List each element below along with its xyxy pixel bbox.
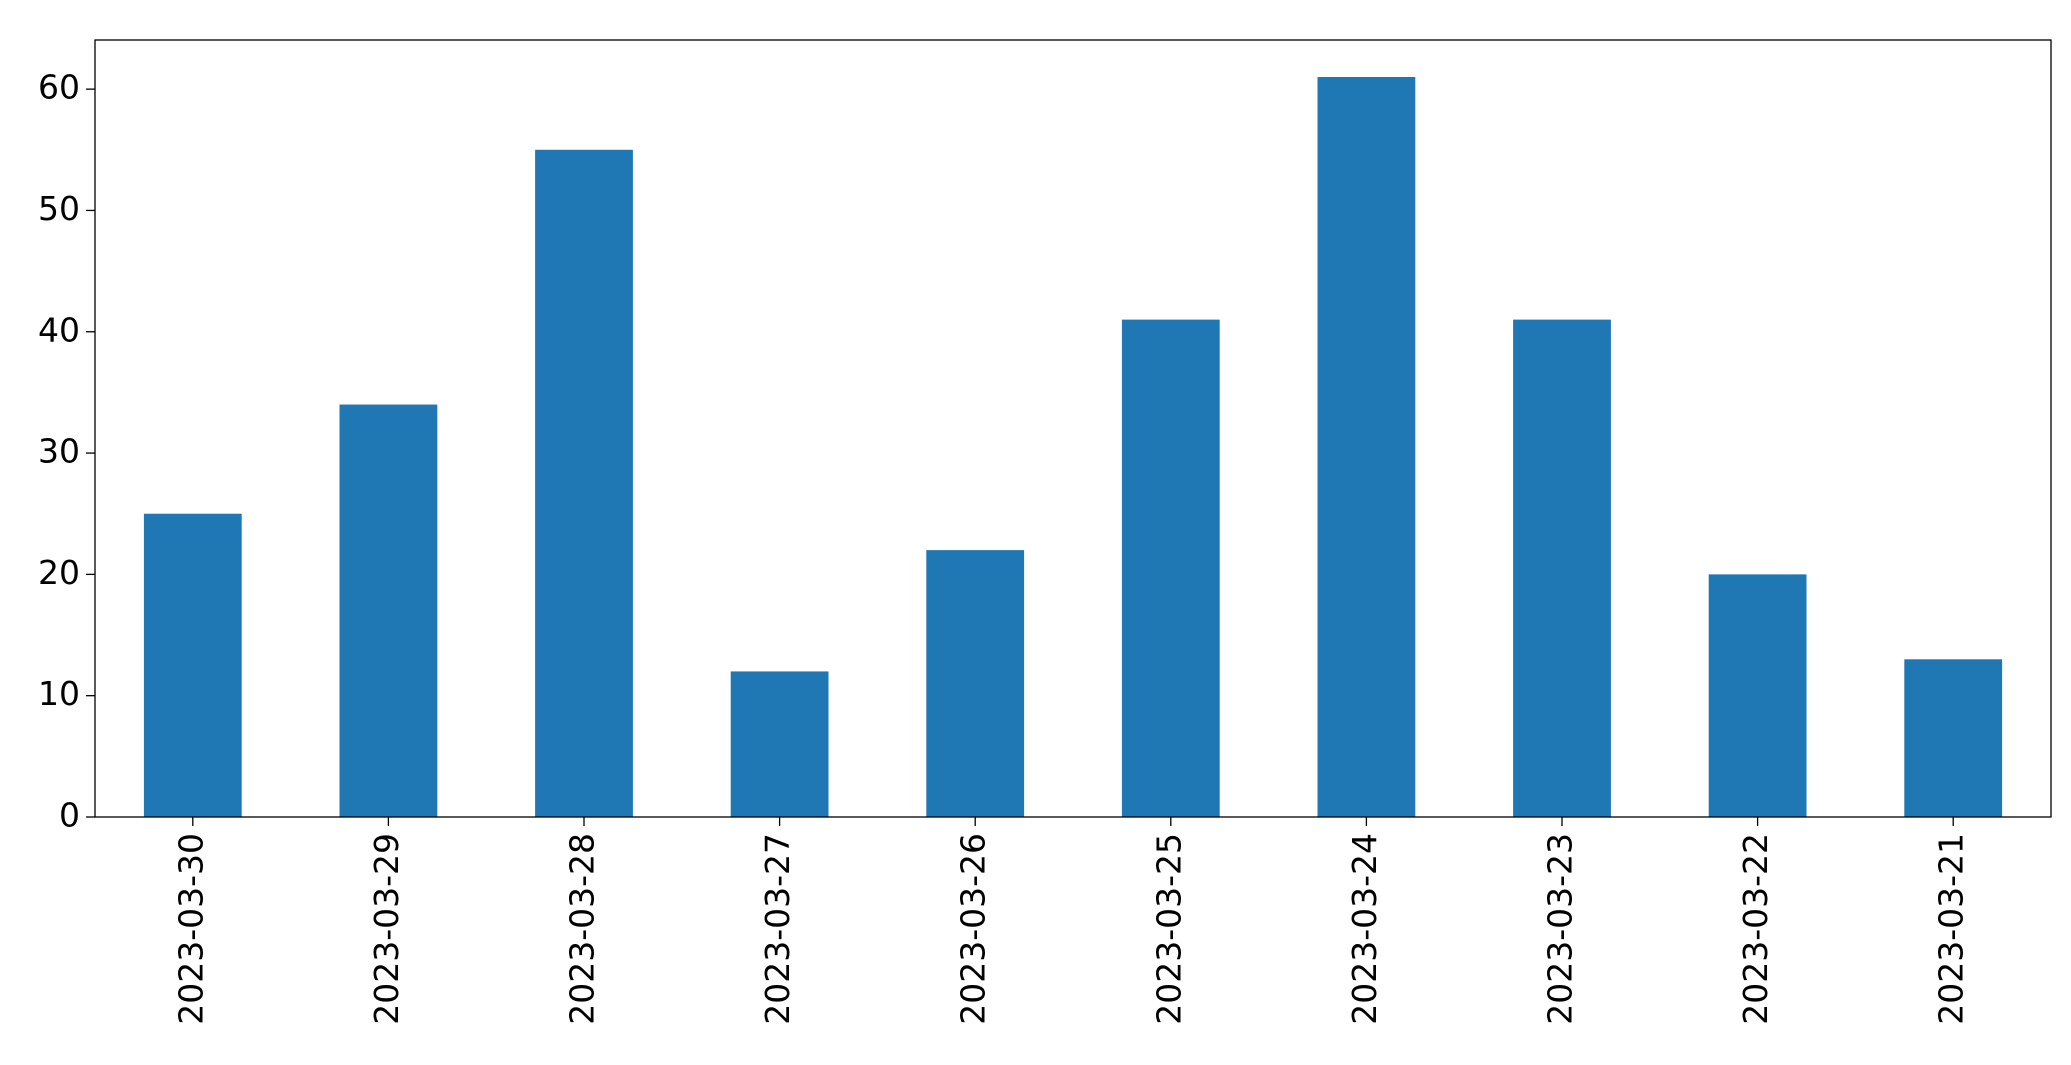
bar [143,513,242,817]
x-tick-label: 2023-03-29 [367,833,406,1025]
y-tick-label: 10 [38,674,80,713]
bar [1317,77,1416,817]
bar [1513,319,1611,817]
bar [730,671,829,817]
x-tick-label: 2023-03-21 [1932,833,1971,1025]
x-tick-label: 2023-03-24 [1345,833,1384,1025]
bar [535,149,633,818]
y-tick-label: 30 [38,432,80,471]
bar [1121,319,1220,817]
x-tick-label: 2023-03-26 [954,833,993,1025]
x-tick-label: 2023-03-28 [563,833,602,1025]
y-tick-label: 50 [38,189,80,228]
x-tick-label: 2023-03-25 [1149,833,1188,1025]
bar [339,404,438,817]
x-tick-label: 2023-03-30 [171,833,210,1025]
bar [926,550,1025,817]
x-tick-label: 2023-03-27 [758,833,797,1025]
x-tick-label: 2023-03-22 [1736,833,1775,1025]
y-tick-label: 60 [38,68,80,107]
y-tick-label: 0 [59,796,80,835]
plot-frame [94,39,2052,818]
bar [1904,659,2003,817]
x-tick-label: 2023-03-23 [1541,833,1580,1025]
y-tick-label: 20 [38,553,80,592]
bar [1708,574,1807,817]
y-tick-label: 40 [38,310,80,349]
